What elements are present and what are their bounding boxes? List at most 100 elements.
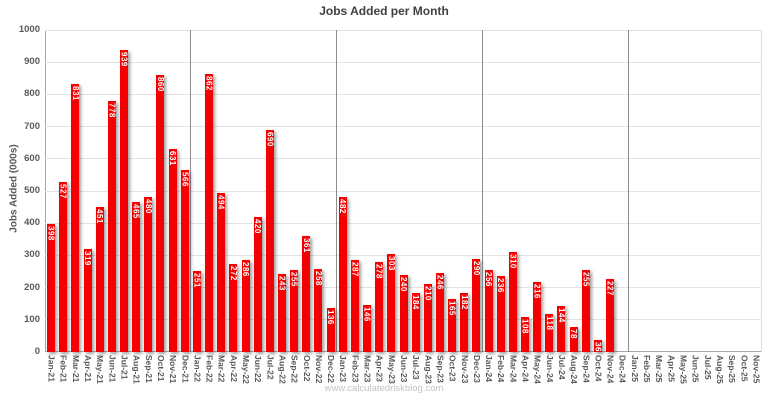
gridline xyxy=(45,126,762,128)
bar-label-Oct-23: 165 xyxy=(448,300,457,316)
x-tick-Jul-22: Jul-22 xyxy=(265,355,276,380)
bar-label-Jul-21: 939 xyxy=(119,51,128,67)
x-tick-Feb-22: Feb-22 xyxy=(204,355,215,383)
bar-Dec-21: 566 xyxy=(180,169,189,352)
x-tick-Apr-23: Apr-23 xyxy=(374,355,385,382)
bar-label-Jun-22: 420 xyxy=(253,218,262,234)
x-tick-Feb-21: Feb-21 xyxy=(58,355,69,383)
chart-title: Jobs Added per Month xyxy=(319,4,449,18)
bar-May-22: 286 xyxy=(241,259,250,352)
bar-label-Oct-21: 860 xyxy=(156,77,165,92)
y-tick-label: 300 xyxy=(24,249,40,261)
bar-label-May-23: 303 xyxy=(387,256,396,272)
bar-label-Nov-22: 258 xyxy=(314,270,323,286)
bar-Aug-21: 465 xyxy=(132,202,141,352)
year-separator xyxy=(190,30,192,352)
x-tick-Jul-24: Jul-24 xyxy=(556,355,567,380)
x-tick-Jun-25: Jun-25 xyxy=(690,355,701,383)
bar-Jun-21: 778 xyxy=(107,101,116,352)
x-tick-Nov-25: Nov-25 xyxy=(751,355,762,384)
bar-label-Jan-24: 256 xyxy=(484,271,493,287)
plot-area: 398 Jan-21 527 Feb-21 831 Mar-21 319 Apr-21 451 M… xyxy=(45,29,762,384)
bar-label-Jul-24: 144 xyxy=(557,307,566,323)
x-tick-May-22: May-22 xyxy=(241,355,252,384)
bar-label-Aug-24: 78 xyxy=(569,328,578,339)
bar-label-Jan-23: 482 xyxy=(338,198,347,214)
gridline xyxy=(45,93,762,95)
x-tick-Nov-21: Nov-21 xyxy=(168,355,179,384)
bar-Mar-24: 310 xyxy=(508,252,517,352)
bar-label-Apr-21: 319 xyxy=(83,251,92,267)
bar-label-Apr-24: 108 xyxy=(521,319,530,335)
bar-Mar-22: 494 xyxy=(217,192,226,352)
bar-Feb-22: 862 xyxy=(205,74,214,352)
y-tick-label: 1000 xyxy=(18,24,40,35)
bar-label-Sep-24: 255 xyxy=(581,271,590,287)
bar-Jul-21: 939 xyxy=(119,49,128,352)
x-tick-Jan-24: Jan-24 xyxy=(484,355,495,382)
bar-Sep-24: 255 xyxy=(581,269,590,352)
x-tick-Oct-24: Oct-24 xyxy=(593,355,604,382)
bar-label-Aug-21: 465 xyxy=(132,204,141,220)
bar-label-May-21: 451 xyxy=(95,208,104,224)
bar-label-Oct-24: 36 xyxy=(593,342,602,352)
x-tick-Jul-23: Jul-23 xyxy=(411,355,422,380)
bar-label-Jun-24: 118 xyxy=(545,316,554,331)
bar-label-Apr-23: 278 xyxy=(375,264,384,280)
x-tick-Oct-22: Oct-22 xyxy=(301,355,312,382)
bar-label-Nov-24: 227 xyxy=(606,280,615,296)
bar-Dec-22: 136 xyxy=(326,308,335,352)
x-tick-Jun-21: Jun-21 xyxy=(107,355,118,383)
y-tick-label: 600 xyxy=(24,152,40,164)
bar-Feb-24: 236 xyxy=(496,276,505,352)
bar-Oct-23: 165 xyxy=(448,298,457,352)
gridline xyxy=(45,190,762,192)
bar-label-Sep-23: 246 xyxy=(435,274,444,290)
x-tick-Mar-24: Mar-24 xyxy=(508,355,519,383)
bar-Sep-23: 246 xyxy=(435,272,444,352)
x-tick-Jun-22: Jun-22 xyxy=(253,355,264,383)
gridline xyxy=(45,222,762,224)
bar-label-Feb-23: 287 xyxy=(350,261,359,277)
x-tick-Apr-24: Apr-24 xyxy=(520,355,531,382)
x-tick-Aug-21: Aug-21 xyxy=(131,355,142,384)
x-tick-Jan-25: Jan-25 xyxy=(629,355,640,382)
bar-Mar-21: 831 xyxy=(71,84,80,352)
x-tick-Sep-21: Sep-21 xyxy=(143,355,154,383)
bar-label-Jun-21: 778 xyxy=(107,103,116,119)
bar-label-May-24: 216 xyxy=(533,284,542,300)
x-tick-Sep-25: Sep-25 xyxy=(727,355,738,383)
x-tick-Aug-23: Aug-23 xyxy=(423,355,434,384)
bar-Jun-23: 240 xyxy=(399,274,408,352)
bar-label-Jul-22: 690 xyxy=(265,131,274,147)
y-tick-label: 100 xyxy=(24,313,40,325)
bar-Apr-24: 108 xyxy=(521,317,530,352)
bar-label-Feb-24: 236 xyxy=(496,278,505,293)
bar-label-Aug-23: 210 xyxy=(423,286,432,302)
x-tick-Mar-22: Mar-22 xyxy=(216,355,227,383)
bar-Dec-23: 290 xyxy=(472,258,481,352)
bar-Oct-24: 36 xyxy=(593,340,602,352)
x-tick-Sep-24: Sep-24 xyxy=(581,355,592,383)
bar-label-Dec-21: 566 xyxy=(180,171,189,187)
x-tick-Nov-24: Nov-24 xyxy=(605,355,616,384)
x-tick-Aug-22: Aug-22 xyxy=(277,355,288,384)
bar-label-Feb-22: 862 xyxy=(205,76,214,92)
x-tick-May-24: May-24 xyxy=(532,355,543,384)
bar-label-Dec-23: 290 xyxy=(472,260,481,276)
x-tick-Apr-25: Apr-25 xyxy=(666,355,677,382)
gridline xyxy=(45,254,762,256)
x-tick-Jul-25: Jul-25 xyxy=(702,355,713,380)
x-tick-Nov-22: Nov-22 xyxy=(313,355,324,384)
x-tick-May-25: May-25 xyxy=(678,355,689,384)
bar-Jan-22: 251 xyxy=(192,271,201,352)
x-tick-Aug-25: Aug-25 xyxy=(714,355,725,384)
bar-label-Mar-22: 494 xyxy=(217,194,226,210)
x-tick-Jan-23: Jan-23 xyxy=(338,355,349,382)
bar-label-Oct-22: 361 xyxy=(302,237,311,253)
x-tick-Jun-23: Jun-23 xyxy=(399,355,409,383)
x-tick-Nov-23: Nov-23 xyxy=(459,355,470,384)
x-tick-Apr-21: Apr-21 xyxy=(83,355,94,382)
year-separator xyxy=(627,30,629,352)
bar-label-Aug-22: 243 xyxy=(277,275,286,291)
